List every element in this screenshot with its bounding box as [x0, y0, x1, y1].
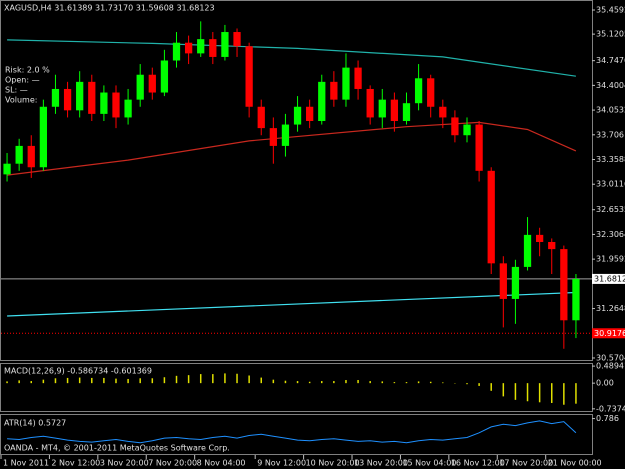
candle-body [402, 103, 411, 121]
indicator-line [7, 121, 577, 176]
level-label-box [592, 328, 625, 339]
candle-body [63, 88, 72, 111]
candle-body [136, 74, 144, 100]
candle-body [281, 124, 290, 146]
y-tick-label: 0.786 [596, 414, 619, 423]
x-tick-label: 21 Nov 00:00 [548, 459, 602, 468]
indicator-line [7, 291, 576, 317]
candle-body [39, 106, 47, 168]
candle-body [487, 170, 495, 264]
candle-body [257, 106, 265, 129]
macd-title: MACD(12,26,9) -0.586734 -0.601369 [4, 367, 152, 376]
candle-body [511, 266, 520, 299]
annotation: SL: — [5, 86, 28, 95]
candle-body [414, 78, 423, 104]
candle-body [499, 263, 507, 299]
atr-title: ATR(14) 0.5727 [4, 419, 66, 428]
candle-body [209, 39, 217, 57]
candle-body [51, 88, 60, 107]
candle-body [330, 81, 338, 100]
candle-body [112, 92, 120, 118]
candle-body [572, 279, 580, 321]
price-label: 31.6812 [594, 274, 625, 283]
candle-body [88, 81, 96, 114]
x-tick-label: 17 Nov 20:00 [499, 459, 553, 468]
candle-body [245, 46, 253, 107]
x-tick-label: 16 Nov 12:00 [451, 459, 505, 468]
x-tick-label: 1 Nov 2011 [3, 459, 49, 468]
candle-body [342, 67, 350, 100]
candle-body [306, 106, 314, 121]
x-tick-label: 2 Nov 12:00 [51, 459, 100, 468]
candle-body [354, 67, 362, 89]
candle-body [100, 92, 108, 114]
candle-body [184, 42, 193, 54]
candle-body [560, 249, 568, 321]
candle-body [15, 145, 23, 164]
x-tick-label: 3 Nov 20:00 [100, 459, 149, 468]
chart-title: XAGUSD,H4 31.61389 31.73170 31.59608 31.… [4, 4, 215, 13]
y-tick-label: 33.706 [596, 130, 624, 139]
y-tick-label: 35.4592 [596, 6, 625, 15]
annotation: Volume: [5, 96, 37, 105]
annotation: Open: — [5, 76, 40, 85]
candle-body [160, 60, 169, 93]
x-tick-label: 10 Nov 20:00 [306, 459, 360, 468]
candle-body [197, 39, 205, 54]
y-tick-label: 34.7476 [596, 56, 625, 65]
candle-body [148, 74, 156, 93]
macd-panel [0, 363, 593, 412]
candle-body [439, 106, 447, 118]
y-tick-label: 0.489416 [596, 362, 625, 371]
atr-panel [0, 414, 593, 455]
annotation: Risk: 2.0 % [5, 66, 50, 75]
y-tick-label: 33.0116 [596, 180, 625, 189]
candle-body [293, 106, 302, 125]
y-tick-label: 30.5704 [596, 353, 625, 362]
x-tick-label: 13 Nov 20:00 [354, 459, 408, 468]
candle-body [390, 99, 399, 121]
y-tick-label: 34.0532 [596, 106, 625, 115]
y-tick-label: 31.2648 [596, 304, 625, 313]
candle-body [451, 117, 459, 136]
candle-body [76, 81, 84, 111]
y-tick-label: -0.73745 [596, 404, 625, 413]
candle-body [523, 234, 532, 267]
candle-body [378, 99, 386, 118]
candle-body [475, 124, 483, 171]
x-tick-label: 9 Nov 12:00 [257, 459, 306, 468]
y-tick-label: 32.3064 [596, 230, 625, 239]
y-tick-label: 32.6535 [596, 205, 625, 214]
x-tick-label: 7 Nov 20:00 [148, 459, 197, 468]
level-label: 30.9176 [594, 329, 625, 338]
x-tick-label: 15 Nov 04:00 [402, 459, 456, 468]
y-tick-label: 34.4004 [596, 81, 625, 90]
y-tick-label: 0.00 [596, 379, 614, 388]
candle-body [536, 234, 544, 242]
indicator-line [7, 39, 576, 77]
footer: OANDA - MT4, © 2001-2011 MetaQuotes Soft… [4, 444, 230, 453]
price-label-box [592, 273, 625, 284]
candle-body [548, 241, 556, 250]
candle-body [221, 32, 229, 57]
y-tick-label: 35.1205 [596, 30, 625, 39]
x-tick-label: 8 Nov 04:00 [197, 459, 246, 468]
candle-body [3, 163, 11, 175]
candle-body [233, 32, 241, 47]
candle-body [366, 88, 374, 118]
candle-body [172, 42, 181, 61]
candle-body [318, 81, 326, 121]
candle-body [124, 99, 132, 118]
candle-body [269, 128, 277, 146]
y-tick-label: 31.9592 [596, 255, 625, 264]
main-panel [0, 0, 593, 361]
candle-body [463, 124, 471, 136]
atr-line [7, 420, 577, 444]
y-tick-label: 33.3588 [596, 155, 625, 164]
candle-body [427, 78, 435, 107]
candle-body [27, 145, 35, 168]
